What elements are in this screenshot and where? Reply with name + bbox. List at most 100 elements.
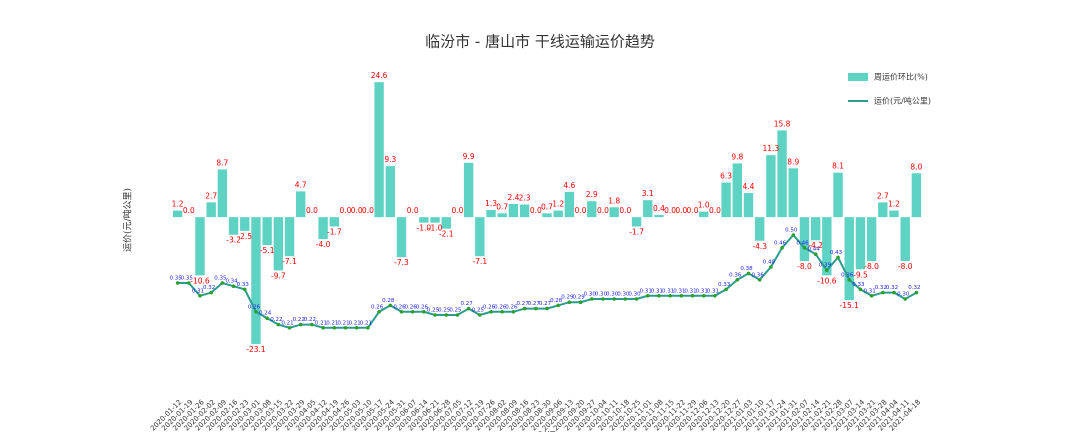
bar-value-label: 8.9 bbox=[787, 157, 799, 166]
price-marker bbox=[344, 326, 348, 330]
price-marker bbox=[523, 307, 527, 311]
bar-value-label: 8.0 bbox=[910, 162, 922, 171]
bar-value-label: 0.0 bbox=[451, 206, 463, 215]
price-marker bbox=[456, 313, 460, 317]
bar bbox=[744, 193, 753, 217]
bar-value-label: 0.0 bbox=[407, 206, 419, 215]
price-value-label: 0.50 bbox=[785, 228, 798, 234]
price-marker bbox=[814, 252, 818, 256]
price-marker bbox=[791, 233, 795, 237]
price-value-label: 0.32 bbox=[886, 285, 898, 291]
price-marker bbox=[624, 297, 628, 301]
bar bbox=[912, 173, 921, 217]
bar bbox=[430, 217, 439, 222]
price-marker bbox=[411, 310, 415, 314]
price-marker bbox=[735, 278, 739, 282]
bar bbox=[721, 183, 730, 218]
bar-value-label: 24.6 bbox=[371, 71, 388, 80]
bar-value-label: -15.1 bbox=[840, 301, 860, 310]
price-value-label: 0.25 bbox=[449, 308, 462, 314]
price-value-label: 0.33 bbox=[852, 282, 865, 288]
price-marker bbox=[903, 297, 907, 301]
bar bbox=[218, 169, 227, 217]
bar-value-label: -2.5 bbox=[237, 232, 252, 241]
bar bbox=[789, 168, 798, 217]
bar-value-label: 1.2 bbox=[552, 200, 564, 209]
price-marker bbox=[221, 281, 225, 285]
bar bbox=[632, 217, 641, 226]
bar bbox=[878, 202, 887, 217]
price-value-label: 0.38 bbox=[740, 266, 753, 272]
price-marker bbox=[176, 281, 180, 285]
price-marker bbox=[724, 288, 728, 292]
price-value-label: 0.31 bbox=[707, 288, 719, 294]
bar-value-label: 3.1 bbox=[642, 189, 654, 198]
bar bbox=[833, 173, 842, 217]
bar bbox=[498, 213, 507, 217]
price-marker bbox=[277, 323, 281, 327]
bar-value-label: 1.8 bbox=[608, 196, 620, 205]
bar bbox=[475, 217, 484, 256]
price-marker bbox=[388, 304, 392, 308]
bar bbox=[643, 200, 652, 217]
price-value-label: 0.28 bbox=[382, 298, 395, 304]
bar bbox=[195, 217, 204, 275]
price-marker bbox=[713, 294, 717, 298]
price-marker bbox=[355, 326, 359, 330]
price-value-label: 0.40 bbox=[763, 260, 776, 266]
price-marker bbox=[377, 310, 381, 314]
bar-value-label: 9.3 bbox=[384, 155, 396, 164]
price-marker bbox=[232, 284, 236, 288]
price-marker bbox=[187, 281, 191, 285]
bar bbox=[330, 217, 339, 226]
price-value-label: 0.36 bbox=[841, 272, 854, 278]
price-value-label: 0.27 bbox=[461, 301, 474, 307]
bar bbox=[553, 211, 562, 218]
price-value-label: 0.24 bbox=[259, 311, 272, 317]
bar-value-label: 9.8 bbox=[731, 152, 743, 161]
price-value-label: 0.36 bbox=[729, 272, 742, 278]
price-marker bbox=[758, 278, 762, 282]
bar bbox=[285, 217, 294, 256]
bar bbox=[262, 217, 271, 245]
price-marker bbox=[747, 272, 751, 276]
bar-value-label: -2.1 bbox=[439, 230, 454, 239]
bar-value-label: 1.2 bbox=[888, 200, 900, 209]
price-marker bbox=[635, 297, 639, 301]
bar bbox=[755, 217, 764, 241]
price-marker bbox=[500, 310, 504, 314]
price-marker bbox=[545, 307, 549, 311]
bar bbox=[811, 217, 820, 240]
bar-value-label: 15.8 bbox=[774, 119, 791, 128]
price-marker bbox=[769, 265, 773, 269]
bar-value-label: 0.0 bbox=[575, 206, 587, 215]
bar-value-label: 0.0 bbox=[183, 206, 195, 215]
bar bbox=[374, 82, 383, 217]
price-marker bbox=[691, 294, 695, 298]
price-marker bbox=[209, 291, 213, 295]
price-value-label: 0.26 bbox=[248, 304, 261, 310]
bar-value-label: -1.7 bbox=[327, 227, 342, 236]
price-value-label: 0.32 bbox=[908, 285, 920, 291]
price-marker bbox=[243, 288, 247, 292]
price-marker bbox=[444, 313, 448, 317]
price-value-label: 0.33 bbox=[718, 282, 731, 288]
price-marker bbox=[422, 310, 426, 314]
price-marker bbox=[478, 313, 482, 317]
bar bbox=[609, 207, 618, 217]
price-marker bbox=[400, 310, 404, 314]
bar bbox=[419, 217, 428, 222]
bar-value-label: -10.6 bbox=[190, 276, 210, 285]
bar bbox=[173, 211, 182, 218]
bar bbox=[654, 215, 663, 217]
bar-value-label: -9.7 bbox=[271, 271, 286, 280]
bar-value-label: 9.9 bbox=[463, 152, 475, 161]
price-marker bbox=[254, 310, 258, 314]
bar-value-label: 0.0 bbox=[709, 206, 721, 215]
bar-value-label: -7.3 bbox=[394, 258, 409, 267]
bar bbox=[386, 166, 395, 217]
price-marker bbox=[321, 326, 325, 330]
bar-value-label: -7.1 bbox=[473, 257, 488, 266]
bar bbox=[206, 202, 215, 217]
bar-value-label: 4.7 bbox=[295, 180, 307, 189]
